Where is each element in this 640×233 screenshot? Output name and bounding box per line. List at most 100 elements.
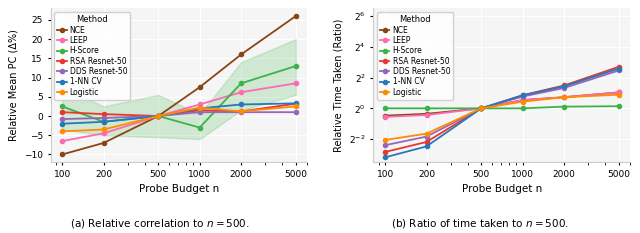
NCE bbox=[237, 53, 245, 56]
Legend: NCE, LEEP, H-Score, RSA Resnet-50, DDS Resnet-50, 1-NN CV, Logistic: NCE, LEEP, H-Score, RSA Resnet-50, DDS R… bbox=[377, 12, 453, 100]
LEEP bbox=[100, 132, 108, 135]
Line: 1-NN CV: 1-NN CV bbox=[383, 66, 621, 159]
H-Score bbox=[615, 105, 623, 108]
RSA Resnet-50 bbox=[477, 107, 485, 110]
1-NN CV bbox=[615, 67, 623, 70]
Line: RSA Resnet-50: RSA Resnet-50 bbox=[60, 102, 298, 118]
1-NN CV bbox=[560, 85, 568, 88]
H-Score bbox=[154, 115, 162, 117]
H-Score bbox=[237, 82, 245, 85]
1-NN CV bbox=[58, 122, 66, 125]
1-NN CV bbox=[154, 115, 162, 117]
DDS Resnet-50 bbox=[519, 95, 527, 98]
DDS Resnet-50 bbox=[560, 87, 568, 89]
H-Score bbox=[477, 107, 485, 110]
Line: DDS Resnet-50: DDS Resnet-50 bbox=[383, 69, 621, 147]
DDS Resnet-50 bbox=[615, 69, 623, 72]
Line: 1-NN CV: 1-NN CV bbox=[60, 101, 298, 126]
LEEP bbox=[237, 91, 245, 94]
Line: RSA Resnet-50: RSA Resnet-50 bbox=[383, 65, 621, 154]
Logistic bbox=[237, 110, 245, 113]
Line: Logistic: Logistic bbox=[383, 93, 621, 142]
LEEP bbox=[615, 91, 623, 94]
H-Score bbox=[100, 120, 108, 123]
1-NN CV bbox=[519, 94, 527, 97]
Logistic bbox=[519, 100, 527, 103]
Y-axis label: Relative Time Taken (Ratio): Relative Time Taken (Ratio) bbox=[333, 19, 344, 152]
Line: DDS Resnet-50: DDS Resnet-50 bbox=[60, 110, 298, 121]
Legend: NCE, LEEP, H-Score, RSA Resnet-50, DDS Resnet-50, 1-NN CV, Logistic: NCE, LEEP, H-Score, RSA Resnet-50, DDS R… bbox=[54, 12, 131, 100]
Logistic bbox=[292, 105, 300, 108]
X-axis label: Probe Budget n: Probe Budget n bbox=[139, 184, 219, 194]
1-NN CV bbox=[100, 120, 108, 123]
1-NN CV bbox=[292, 102, 300, 105]
X-axis label: Probe Budget n: Probe Budget n bbox=[462, 184, 542, 194]
Y-axis label: Relative Mean PC (Δ%): Relative Mean PC (Δ%) bbox=[8, 29, 19, 141]
1-NN CV bbox=[422, 145, 430, 148]
NCE bbox=[477, 107, 485, 110]
RSA Resnet-50 bbox=[154, 115, 162, 117]
RSA Resnet-50 bbox=[422, 140, 430, 143]
DDS Resnet-50 bbox=[58, 118, 66, 120]
Line: Logistic: Logistic bbox=[60, 104, 298, 134]
DDS Resnet-50 bbox=[154, 115, 162, 117]
RSA Resnet-50 bbox=[100, 113, 108, 116]
NCE bbox=[100, 142, 108, 144]
LEEP bbox=[422, 114, 430, 116]
LEEP bbox=[58, 140, 66, 142]
DDS Resnet-50 bbox=[292, 111, 300, 113]
LEEP bbox=[560, 96, 568, 99]
Logistic bbox=[100, 128, 108, 131]
Line: LEEP: LEEP bbox=[60, 81, 298, 143]
NCE bbox=[615, 91, 623, 94]
Text: (a) Relative correlation to $n = 500$.: (a) Relative correlation to $n = 500$. bbox=[70, 216, 250, 230]
NCE bbox=[154, 115, 162, 117]
NCE bbox=[292, 15, 300, 17]
H-Score bbox=[381, 107, 389, 110]
Logistic bbox=[615, 93, 623, 96]
1-NN CV bbox=[477, 107, 485, 110]
RSA Resnet-50 bbox=[615, 65, 623, 68]
H-Score bbox=[58, 105, 66, 108]
RSA Resnet-50 bbox=[237, 110, 245, 113]
DDS Resnet-50 bbox=[196, 111, 204, 113]
RSA Resnet-50 bbox=[58, 111, 66, 113]
H-Score bbox=[292, 65, 300, 67]
DDS Resnet-50 bbox=[477, 107, 485, 110]
LEEP bbox=[196, 103, 204, 106]
1-NN CV bbox=[196, 107, 204, 110]
Logistic bbox=[154, 115, 162, 117]
H-Score bbox=[519, 107, 527, 110]
NCE bbox=[422, 113, 430, 115]
Logistic bbox=[477, 107, 485, 110]
Logistic bbox=[422, 132, 430, 135]
Line: H-Score: H-Score bbox=[60, 64, 298, 130]
H-Score bbox=[422, 107, 430, 110]
NCE bbox=[560, 96, 568, 99]
Logistic bbox=[58, 130, 66, 133]
NCE bbox=[381, 114, 389, 117]
NCE bbox=[58, 153, 66, 156]
Logistic bbox=[196, 106, 204, 109]
LEEP bbox=[477, 107, 485, 110]
DDS Resnet-50 bbox=[100, 116, 108, 119]
RSA Resnet-50 bbox=[292, 102, 300, 105]
RSA Resnet-50 bbox=[560, 84, 568, 87]
LEEP bbox=[519, 99, 527, 102]
Line: LEEP: LEEP bbox=[383, 90, 621, 119]
Logistic bbox=[381, 139, 389, 141]
DDS Resnet-50 bbox=[237, 111, 245, 113]
LEEP bbox=[292, 82, 300, 85]
H-Score bbox=[560, 105, 568, 108]
LEEP bbox=[381, 116, 389, 118]
Logistic bbox=[560, 96, 568, 99]
NCE bbox=[196, 86, 204, 89]
1-NN CV bbox=[381, 156, 389, 159]
Line: NCE: NCE bbox=[60, 14, 298, 157]
LEEP bbox=[154, 115, 162, 117]
Line: NCE: NCE bbox=[383, 90, 621, 118]
NCE bbox=[519, 99, 527, 102]
Text: (b) Ratio of time taken to $n = 500$.: (b) Ratio of time taken to $n = 500$. bbox=[391, 216, 569, 230]
DDS Resnet-50 bbox=[422, 135, 430, 138]
RSA Resnet-50 bbox=[196, 109, 204, 112]
